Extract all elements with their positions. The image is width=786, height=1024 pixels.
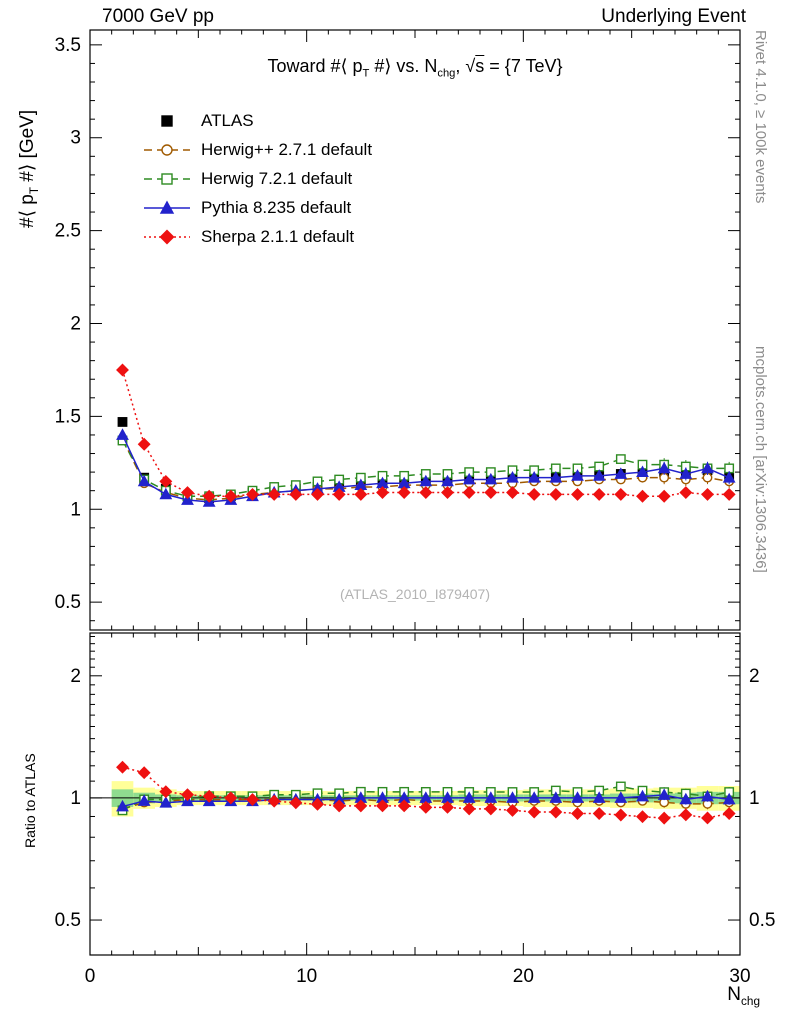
tick-label: 0.5: [55, 592, 81, 613]
tick-label: 2.5: [55, 221, 81, 242]
legend-marker-icon: [144, 229, 190, 244]
legend-marker-icon: [144, 143, 190, 156]
plot-title: Toward #⟨ pT #⟩ vs. Nchg, √s = {7 TeV}: [90, 56, 740, 80]
tick-label: 1: [70, 788, 81, 809]
analysis-category-label: Underlying Event: [601, 6, 746, 27]
mcplots-attribution-note: mcplots.cern.ch [arXiv:1306.3436]: [752, 346, 769, 573]
tick-label: 30: [729, 966, 750, 987]
legend-label: Pythia 8.235 default: [201, 197, 352, 217]
sqrt-s-text: s: [475, 56, 485, 76]
tick-label: 0.5: [749, 910, 775, 931]
legend-item-1: Herwig++ 2.7.1 default: [142, 135, 372, 164]
y-axis-label-text: #⟨ p: [17, 194, 38, 228]
beam-energy-label: 7000 GeV pp: [102, 6, 214, 27]
tick-label: 1: [70, 499, 81, 520]
x-axis-label: Nchg: [650, 984, 760, 1008]
y-axis-label-subscript: T: [27, 186, 41, 195]
legend-marker-icon: [144, 200, 190, 214]
x-axis-label-subscript: chg: [741, 994, 760, 1008]
title-text: #⟩ vs. N: [369, 56, 438, 76]
legend-item-2: Herwig 7.2.1 default: [142, 164, 372, 193]
title-text: = {7 TeV}: [484, 56, 563, 76]
tick-label: 0.5: [55, 910, 81, 931]
tick-label: 1.5: [55, 406, 81, 427]
legend-item-0: ATLAS: [142, 106, 372, 135]
x-axis-label-text: N: [727, 984, 742, 1005]
y-axis-label: #⟨ pT #⟩ [GeV]: [16, 110, 41, 228]
legend-label: Herwig++ 2.7.1 default: [201, 139, 373, 159]
tick-label: 3.5: [55, 35, 81, 56]
axis-ticks: [89, 30, 741, 955]
tick-label: 3: [70, 128, 81, 149]
y-axis-label-text: #⟩ [GeV]: [17, 109, 38, 187]
legend-item-3: Pythia 8.235 default: [142, 193, 372, 222]
tick-label: 2: [70, 666, 81, 687]
legend-item-4: Sherpa 2.1.1 default: [142, 222, 372, 251]
title-subscript-nchg: chg: [437, 67, 456, 80]
tick-label: 10: [296, 966, 317, 987]
tick-label: 1: [749, 788, 760, 809]
sqrt-symbol: √: [465, 56, 476, 76]
legend-label: ATLAS: [201, 110, 254, 130]
tick-label: 2: [749, 666, 760, 687]
legend-marker-icon: [161, 114, 173, 127]
legend-label: Sherpa 2.1.1 default: [201, 226, 355, 246]
title-subscript-pt: T: [362, 67, 370, 80]
legend-marker-icon: [144, 172, 190, 185]
analysis-id-watermark: (ATLAS_2010_I879407): [340, 586, 490, 602]
tick-label: 0: [85, 966, 96, 987]
legend: ATLAS Herwig++ 2.7.1 default Herwig 7.2.1 …: [142, 106, 372, 251]
ratio-axis-label: Ratio to ATLAS: [22, 753, 38, 848]
title-text: ,: [455, 56, 466, 76]
title-text: Toward #⟨ p: [267, 56, 363, 76]
legend-label: Herwig 7.2.1 default: [201, 168, 353, 188]
tick-label: 20: [513, 966, 534, 987]
series-4: [116, 363, 736, 825]
tick-label: 2: [70, 313, 81, 334]
rivet-version-note: Rivet 4.1.0, ≥ 100k events: [752, 30, 769, 204]
